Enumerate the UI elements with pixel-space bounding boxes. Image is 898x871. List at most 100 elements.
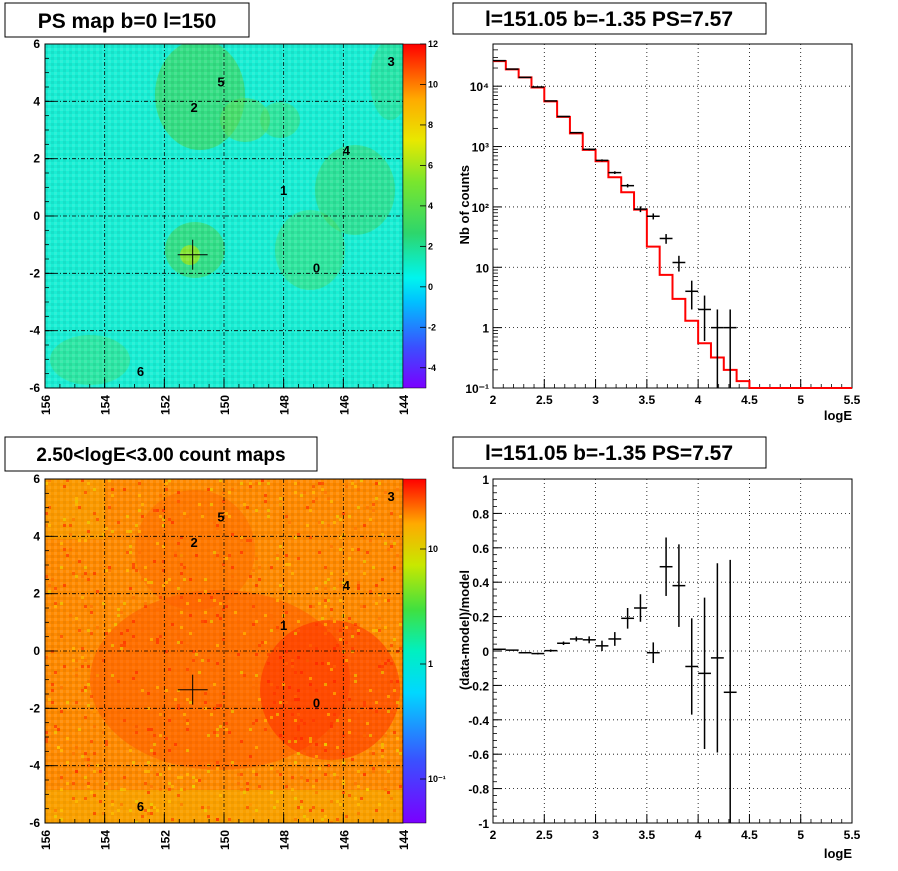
y-tick-label: -0.2 (468, 679, 489, 693)
count-pixel (270, 617, 273, 620)
count-pixel (123, 776, 126, 779)
x-tick-label: 144 (397, 830, 411, 850)
count-pixel (252, 605, 255, 608)
count-pixel (147, 707, 150, 710)
count-pixel (180, 572, 183, 575)
count-pixel (231, 533, 234, 536)
residual-point (698, 597, 711, 750)
data-point (595, 159, 609, 162)
y-tick-label: 10² (472, 201, 489, 215)
count-pixel (363, 605, 366, 608)
count-pixel (378, 482, 381, 485)
count-pixel (180, 641, 183, 644)
y-tick-label: -0.8 (468, 783, 489, 797)
x-tick-label: 3.5 (639, 393, 656, 407)
count-pixel (357, 785, 360, 788)
count-pixel (60, 776, 63, 779)
count-pixel (87, 782, 90, 785)
count-pixel (237, 620, 240, 623)
y-tick-label: 4 (33, 94, 40, 108)
count-pixel (195, 779, 198, 782)
count-map-palette: 10 1 10⁻¹ (402, 478, 446, 824)
palette-tick-label: 12 (428, 39, 438, 49)
count-pixel (378, 665, 381, 668)
count-pixel (108, 479, 111, 482)
count-pixel (171, 623, 174, 626)
residual-point (595, 640, 609, 651)
count-pixel (177, 587, 180, 590)
count-pixel (372, 770, 375, 773)
count-pixel (306, 818, 309, 821)
count-pixel (381, 533, 384, 536)
count-pixel (207, 770, 210, 773)
count-pixel (309, 770, 312, 773)
count-pixel (294, 491, 297, 494)
y-tick-label: -1 (478, 817, 489, 831)
count-pixel (177, 491, 180, 494)
count-pixel (333, 773, 336, 776)
count-pixel (306, 659, 309, 662)
count-pixel (87, 521, 90, 524)
count-pixel (213, 659, 216, 662)
count-pixel (183, 566, 186, 569)
x-tick-label: 150 (218, 395, 232, 415)
residual-point (569, 636, 583, 642)
count-pixel (207, 659, 210, 662)
count-pixel (72, 797, 75, 800)
count-pixel (66, 737, 69, 740)
count-pixel (333, 713, 336, 716)
count-pixel (324, 605, 327, 608)
count-pixel (339, 584, 342, 587)
count-pixel (255, 653, 258, 656)
x-tick-label: 5.5 (844, 828, 861, 842)
source-label-2: 2 (191, 100, 198, 115)
count-pixel (354, 485, 357, 488)
count-pixel (75, 500, 78, 503)
count-pixel (87, 758, 90, 761)
count-pixel (150, 806, 153, 809)
count-pixel (138, 530, 141, 533)
count-pixel (60, 635, 63, 638)
count-pixel (279, 635, 282, 638)
count-pixel (324, 743, 327, 746)
count-pixel (369, 761, 372, 764)
count-pixel (366, 551, 369, 554)
x-tick-label: 3.5 (639, 828, 656, 842)
count-pixel (72, 782, 75, 785)
count-pixel (357, 710, 360, 713)
count-pixel (159, 635, 162, 638)
count-pixel (357, 623, 360, 626)
data-point (621, 183, 635, 188)
count-pixel (351, 758, 354, 761)
count-pixel (204, 707, 207, 710)
count-pixel (213, 551, 216, 554)
count-pixel (285, 662, 288, 665)
count-pixel (159, 773, 162, 776)
count-pixel (105, 569, 108, 572)
count-pixel (393, 542, 396, 545)
count-pixel (339, 638, 342, 641)
count-pixel (393, 566, 396, 569)
count-pixel (123, 698, 126, 701)
count-pixel (372, 509, 375, 512)
count-pixel (261, 641, 264, 644)
count-pixel (105, 707, 108, 710)
count-pixel (132, 596, 135, 599)
count-pixel (243, 632, 246, 635)
x-tick-label: 4 (695, 828, 702, 842)
palette-tick-label: 2 (428, 241, 433, 251)
count-map-sources: 0 1 2 3 4 5 6 (137, 489, 395, 814)
count-pixel (354, 680, 357, 683)
count-pixel (186, 602, 189, 605)
count-pixel (78, 506, 81, 509)
count-pixel (396, 554, 399, 557)
count-pixel (354, 623, 357, 626)
count-pixel (291, 776, 294, 779)
count-pixel (396, 680, 399, 683)
count-pixel (45, 731, 48, 734)
count-pixel (60, 749, 63, 752)
count-pixel (399, 785, 402, 788)
palette-tick-label: -4 (428, 363, 436, 373)
count-pixel (129, 647, 132, 650)
count-pixel (369, 518, 372, 521)
